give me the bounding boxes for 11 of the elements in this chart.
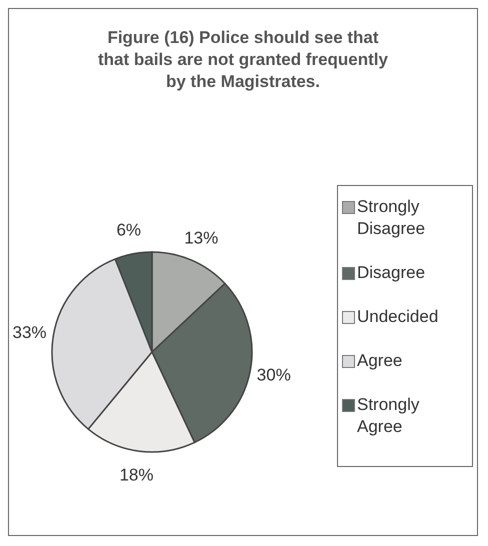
legend-label: Disagree [357,262,426,284]
data-label: 18% [119,466,154,485]
data-label: 6% [116,220,142,240]
legend-label: Agree [357,350,402,372]
legend-label: Strongly Agree [357,394,420,438]
chart-title: Figure (16) Police should see that that bails are not granted frequently by the Magistrates. [97,27,389,93]
legend-label: Strongly Disagree [357,196,426,240]
data-label: 13% [184,228,218,248]
legend-label: Undecided [357,306,438,328]
data-label: 33% [12,323,47,342]
data-label: 30% [256,366,291,385]
